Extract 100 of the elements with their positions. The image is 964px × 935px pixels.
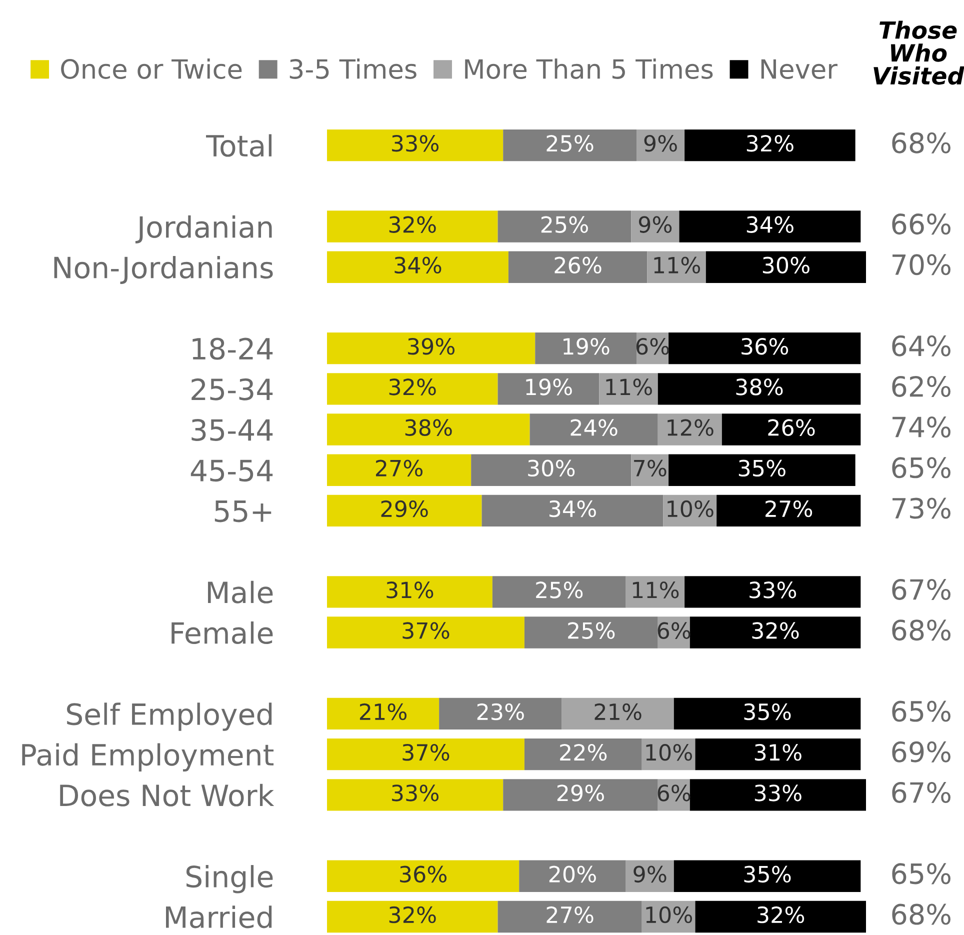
bar	[668, 332, 861, 364]
bar	[327, 332, 536, 364]
text: Those Who Visited	[874, 20, 964, 85]
legend-label: 3-5 Times	[290, 58, 416, 79]
data-label: 32%	[389, 906, 436, 924]
legend-label: Once or Twice	[61, 58, 242, 79]
bar	[503, 129, 637, 162]
data-label: 38%	[736, 378, 783, 396]
bar	[535, 332, 637, 364]
text: 68%	[892, 904, 950, 925]
bar	[626, 576, 685, 608]
data-label: 25%	[568, 622, 615, 639]
data-label: 26%	[768, 419, 815, 436]
text: 65%	[892, 457, 950, 478]
data-label: 33%	[392, 784, 439, 802]
y-tick-label: 35-44	[192, 418, 273, 442]
data-label: 32%	[746, 134, 794, 152]
bar	[722, 414, 861, 446]
bar	[327, 779, 504, 811]
data-label: 35%	[738, 460, 786, 477]
data-label: 26%	[554, 256, 602, 274]
data-label: 23%	[477, 703, 524, 720]
bar	[327, 373, 498, 405]
data-label: 27%	[766, 500, 812, 518]
data-label: 10%	[646, 906, 692, 924]
data-label: 36%	[400, 866, 447, 883]
data-label: 33%	[750, 582, 796, 598]
bar	[439, 698, 562, 730]
text: 67%	[892, 578, 950, 600]
text: 62%	[892, 376, 950, 397]
data-label: 34%	[394, 256, 442, 274]
bar	[524, 738, 642, 770]
y-tick-label: Non-Jordanians	[54, 256, 273, 284]
data-label: 32%	[752, 622, 799, 639]
data-label: 37%	[402, 622, 450, 639]
bar	[674, 698, 861, 730]
text: 68%	[892, 132, 950, 154]
bar	[562, 698, 674, 730]
bar	[690, 779, 866, 811]
data-label: 27%	[546, 906, 594, 924]
bar	[498, 210, 632, 242]
bar	[524, 616, 658, 648]
text: 66%	[892, 214, 950, 235]
data-label: 27%	[376, 460, 423, 477]
text: 68%	[892, 620, 950, 641]
bar	[684, 576, 861, 608]
y-tick-label: 55+	[214, 500, 272, 522]
bar	[492, 576, 626, 608]
bar	[327, 494, 482, 527]
bar	[471, 454, 632, 486]
data-label: 35%	[744, 866, 791, 883]
bar	[690, 616, 861, 648]
bar	[674, 860, 861, 892]
bar	[327, 414, 530, 446]
text: 69%	[892, 741, 950, 762]
bar	[498, 900, 642, 933]
data-label: 24%	[570, 419, 618, 436]
data-label: 25%	[541, 216, 588, 233]
text: 70%	[892, 254, 950, 276]
bar	[482, 494, 664, 527]
text: 74%	[892, 416, 950, 438]
data-label: 36%	[742, 338, 788, 355]
y-tick-label: 18-24	[192, 338, 273, 360]
bar	[519, 860, 626, 892]
legend-label: Never	[761, 59, 838, 79]
bar	[327, 576, 492, 608]
data-label: 32%	[389, 378, 436, 396]
data-label: 10%	[646, 744, 692, 761]
bar	[327, 698, 440, 730]
bar	[508, 251, 648, 283]
legend-label: More Than 5 Times	[465, 58, 713, 79]
data-label: 39%	[408, 338, 455, 355]
bar	[327, 251, 508, 283]
y-tick-label: Married	[166, 906, 272, 928]
data-label: 30%	[528, 460, 575, 477]
data-label: 21%	[360, 703, 407, 720]
data-label: 21%	[594, 703, 642, 720]
data-label: 9%	[634, 866, 666, 883]
text: 64%	[892, 335, 950, 356]
bar	[706, 251, 866, 283]
y-tick-label: 45-54	[190, 460, 273, 482]
data-label: 22%	[560, 744, 607, 761]
bar	[327, 860, 520, 892]
y-tick-label: 25-34	[192, 378, 273, 400]
y-tick-label: Female	[172, 621, 273, 644]
bar	[327, 616, 524, 648]
data-label: 11%	[632, 582, 679, 598]
data-label: 9%	[638, 216, 672, 233]
data-label: 33%	[754, 784, 802, 802]
data-label: 7%	[634, 460, 666, 477]
data-label: 38%	[405, 419, 452, 436]
text: 65%	[892, 863, 950, 884]
data-label: 34%	[549, 500, 596, 518]
data-label: 30%	[762, 256, 810, 274]
y-tick-label: Self Employed	[67, 702, 272, 731]
data-label: 34%	[746, 216, 794, 233]
data-label: 31%	[386, 582, 434, 598]
data-label: 29%	[557, 784, 604, 802]
bar	[658, 373, 861, 405]
bar	[695, 738, 861, 770]
